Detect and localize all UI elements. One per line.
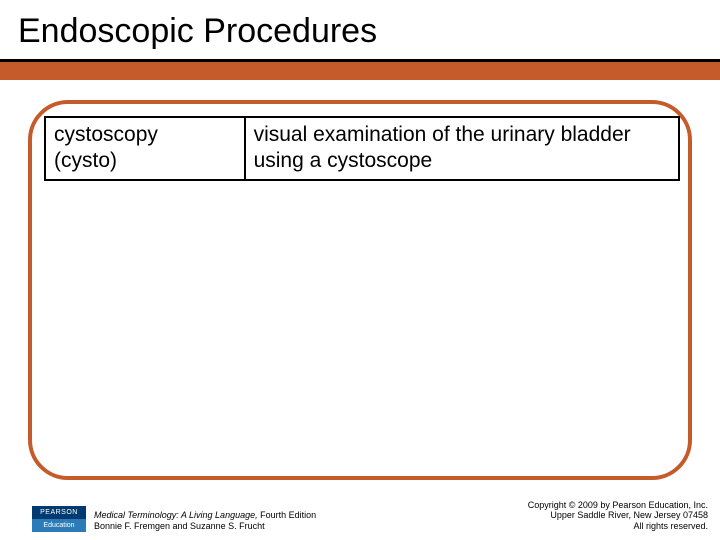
term-line2: (cysto): [54, 149, 117, 172]
term-cell: cystoscopy (cysto): [45, 117, 245, 180]
slide-title: Endoscopic Procedures: [0, 0, 720, 59]
book-info: Medical Terminology: A Living Language, …: [94, 510, 316, 532]
publisher-logo: PEARSON Education: [32, 506, 86, 532]
book-title: Medical Terminology: A Living Language,: [94, 510, 258, 520]
copyright-line1: Copyright © 2009 by Pearson Education, I…: [528, 500, 708, 510]
content-panel: cystoscopy (cysto) visual examination of…: [28, 100, 692, 480]
copyright-line2: Upper Saddle River, New Jersey 07458: [550, 510, 708, 520]
logo-bottom-text: Education: [32, 519, 86, 532]
copyright-block: Copyright © 2009 by Pearson Education, I…: [528, 500, 708, 532]
accent-bar: [0, 62, 720, 80]
definition-cell: visual examination of the urinary bladde…: [245, 117, 679, 180]
definition-text: visual examination of the urinary bladde…: [254, 123, 631, 172]
table-row: cystoscopy (cysto) visual examination of…: [45, 117, 679, 180]
copyright-line3: All rights reserved.: [633, 521, 708, 531]
book-authors: Bonnie F. Fremgen and Suzanne S. Frucht: [94, 521, 265, 531]
term-line1: cystoscopy: [54, 123, 158, 146]
logo-top-text: PEARSON: [32, 506, 86, 519]
term-table: cystoscopy (cysto) visual examination of…: [44, 116, 680, 181]
footer: PEARSON Education Medical Terminology: A…: [0, 494, 720, 534]
book-edition: Fourth Edition: [258, 510, 317, 520]
